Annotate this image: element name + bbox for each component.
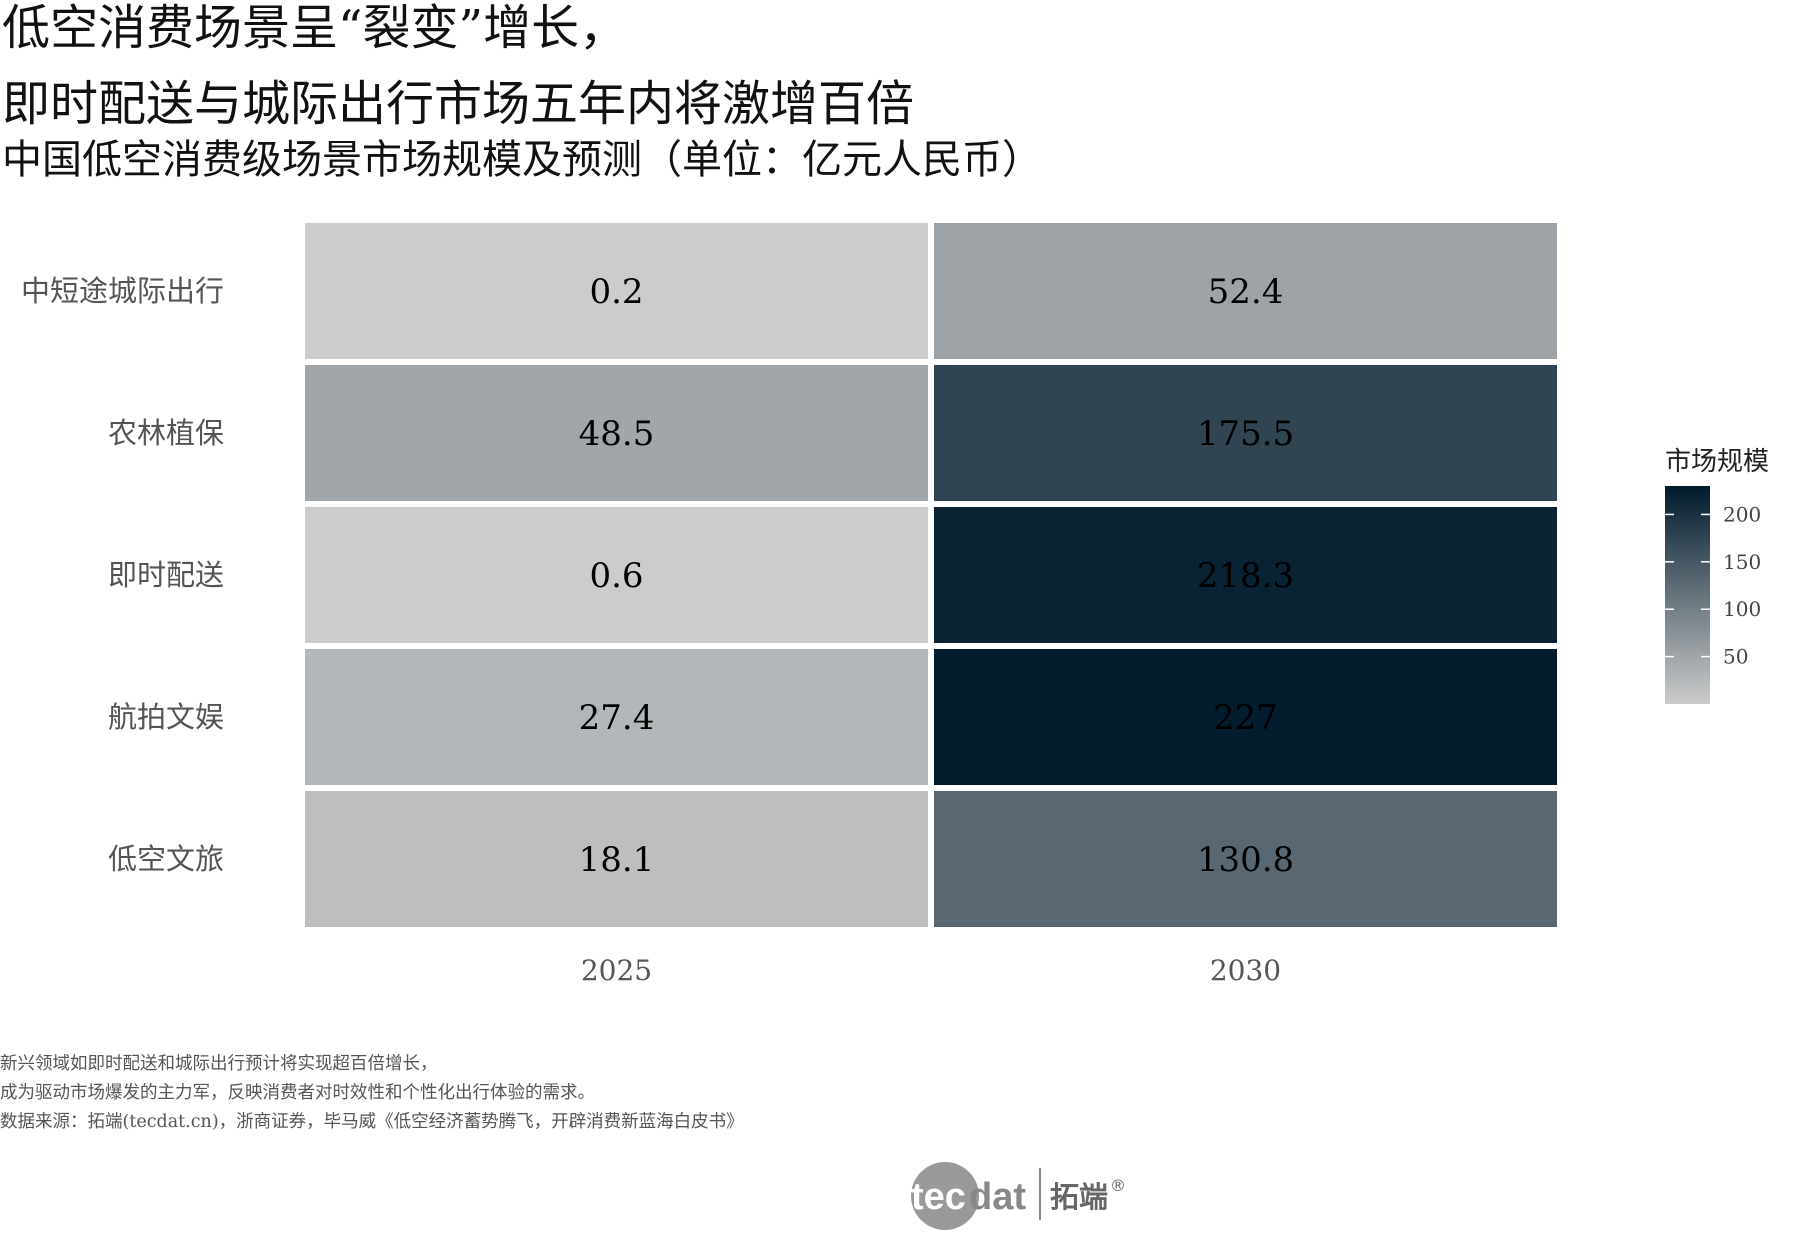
y-tick-label: 农林植保 <box>108 416 224 450</box>
legend-tick-label: 50 <box>1723 645 1748 669</box>
heatmap-cell <box>934 791 1557 927</box>
cell-value-label: 130.8 <box>1197 840 1294 880</box>
cell-value-label: 0.6 <box>589 556 643 596</box>
legend-title: 市场规模 <box>1665 447 1769 477</box>
y-tick-label: 低空文旅 <box>108 842 224 876</box>
cell-value-label: 18.1 <box>579 840 655 880</box>
heatmap-cell <box>305 365 928 501</box>
caption-source: 数据来源：拓端(tecdat.cn)，浙商证券，毕马威《低空经济蓄势腾飞，开辟消… <box>0 1112 744 1132</box>
logo-text-cn: 拓端 <box>1050 1180 1108 1214</box>
cell-value-label: 0.2 <box>589 272 643 312</box>
chart-title-line-1: 低空消费场景呈“裂变”增长， <box>2 0 628 56</box>
heatmap-cell <box>934 649 1557 785</box>
heatmap-cell <box>934 223 1557 359</box>
heatmap-cell <box>305 791 928 927</box>
legend-tick-label: 150 <box>1723 550 1761 574</box>
logo-registered-mark: ® <box>1110 1176 1126 1195</box>
heatmap-chart: 0.2 52.4 48.5 175.5 0.6 218.3 27.4 227 18.1 130.8… <box>21 223 1769 987</box>
chart-title-line-2: 即时配送与城际出行市场五年内将激增百倍 <box>2 76 915 132</box>
logo-text-tec: tec <box>911 1176 966 1218</box>
cell-value-label: 227 <box>1213 698 1278 738</box>
legend-tick-label: 200 <box>1723 502 1761 526</box>
heatmap-cell <box>305 507 928 643</box>
color-legend: 市场规模 50 100 150 200 <box>1665 447 1769 704</box>
heatmap-cells: 0.2 52.4 48.5 175.5 0.6 218.3 27.4 227 18.1 130.8 <box>305 223 1557 927</box>
tecdat-logo: tec dat 拓端 ® <box>911 1162 1126 1230</box>
logo-circle <box>911 1162 979 1230</box>
heatmap-cell <box>934 507 1557 643</box>
x-tick-label: 2025 <box>581 954 652 987</box>
y-tick-label: 即时配送 <box>108 558 224 592</box>
caption-line-1: 新兴领域如即时配送和城际出行预计将实现超百倍增长， <box>0 1054 438 1074</box>
cell-value-label: 218.3 <box>1197 556 1294 596</box>
cell-value-label: 27.4 <box>579 698 655 738</box>
logo-text-dat: dat <box>969 1176 1026 1218</box>
heatmap-cell <box>305 223 928 359</box>
caption-line-2: 成为驱动市场爆发的主力军，反映消费者对时效性和个性化出行体验的需求。 <box>0 1083 595 1103</box>
legend-colorbar <box>1665 486 1710 704</box>
cell-value-label: 175.5 <box>1197 414 1294 454</box>
heatmap-cell <box>934 365 1557 501</box>
cell-value-label: 48.5 <box>579 414 655 454</box>
y-tick-label: 中短途城际出行 <box>21 274 224 308</box>
chart-subtitle: 中国低空消费级场景市场规模及预测（单位：亿元人民币） <box>2 137 1042 183</box>
y-tick-label: 航拍文娱 <box>108 700 224 734</box>
heatmap-cell <box>305 649 928 785</box>
x-tick-label: 2030 <box>1210 954 1281 987</box>
cell-value-label: 52.4 <box>1208 272 1284 312</box>
legend-tick-label: 100 <box>1723 597 1761 621</box>
x-axis-labels: 2025 2030 <box>581 954 1281 987</box>
